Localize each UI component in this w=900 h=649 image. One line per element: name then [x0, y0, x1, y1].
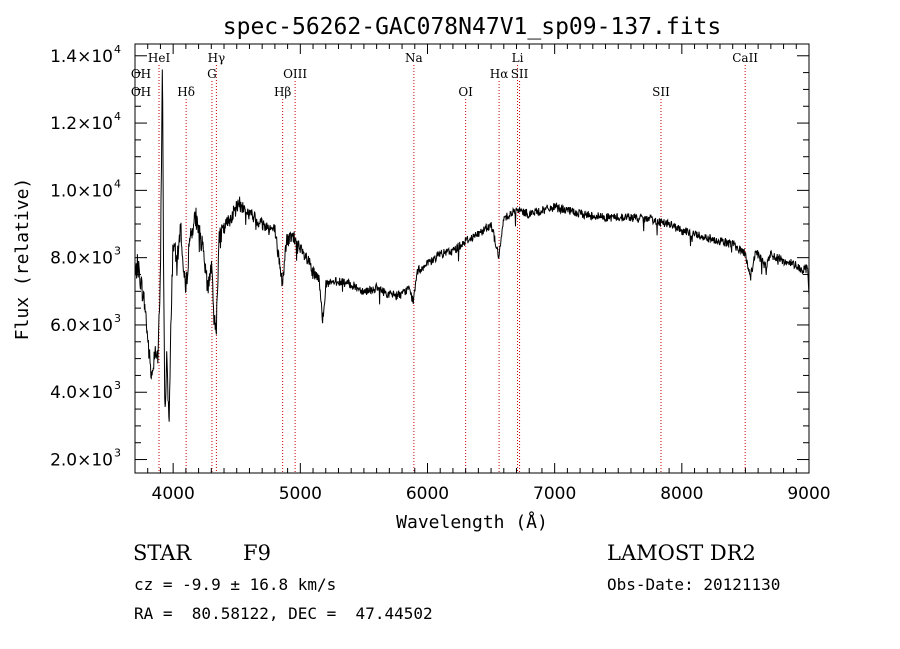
y-tick-exponent: 3 [114, 245, 121, 258]
y-tick-exponent: 4 [114, 43, 121, 56]
y-tick-label: 6.0×10 [50, 316, 113, 336]
y-tick-exponent: 3 [114, 379, 121, 392]
spectrum-line [134, 69, 810, 422]
line-marker-label: Hδ [177, 85, 195, 99]
y-tick-label: 2.0×10 [50, 451, 113, 471]
y-tick-label: 1.0×10 [50, 181, 113, 201]
line-marker-label: G [207, 67, 217, 81]
x-tick-label: 4000 [152, 484, 195, 504]
line-marker-label: Hβ [274, 85, 291, 99]
line-marker-label: OH [131, 67, 151, 81]
line-marker-label: CaII [732, 51, 758, 65]
y-tick-exponent: 4 [114, 110, 121, 123]
plot-frame [134, 43, 810, 474]
x-tick-label: 8000 [660, 484, 703, 504]
x-tick-label: 9000 [787, 484, 830, 504]
y-tick-exponent: 3 [114, 312, 121, 325]
y-tick-label: 8.0×10 [50, 249, 113, 269]
redshift-text: cz = -9.9 ± 16.8 km/s [134, 575, 336, 594]
line-marker-label: OI [458, 85, 473, 99]
x-tick-label: 6000 [406, 484, 449, 504]
obs-date: Obs-Date: 20121130 [607, 575, 780, 594]
line-marker-label: SII [511, 67, 529, 81]
chart-title: spec-56262-GAC078N47V1_sp09-137.fits [223, 14, 722, 40]
y-axis-label: Flux (relative) [12, 178, 33, 341]
line-marker-label: Na [405, 51, 423, 65]
object-class: STAR [133, 541, 192, 565]
line-marker-label: OH [131, 85, 151, 99]
line-marker-label: SII [652, 85, 670, 99]
line-marker-label: Li [512, 51, 524, 65]
line-marker-label: Hγ [208, 51, 226, 65]
line-marker-label: HeI [148, 51, 171, 65]
y-tick-label: 1.2×10 [50, 114, 113, 134]
x-axis: 4000 5000 6000 7000 8000 9000 [147, 44, 831, 504]
line-marker-label: OIII [283, 67, 307, 81]
x-tick-label: 5000 [279, 484, 322, 504]
y-tick-exponent: 4 [114, 177, 121, 190]
coordinates-text: RA = 80.58122, DEC = 47.44502 [134, 604, 433, 623]
y-tick-label: 1.4×10 [50, 47, 113, 67]
y-tick-label: 4.0×10 [50, 383, 113, 403]
y-tick-exponent: 3 [114, 447, 121, 460]
y-axis: 2.0×10 34.0×10 36.0×10 38.0×10 31.0×10 41.2×1… [50, 43, 809, 471]
line-marker-label: Hα [490, 67, 509, 81]
x-tick-label: 7000 [533, 484, 576, 504]
x-axis-label: Wavelength (Å) [396, 511, 548, 533]
survey-name: LAMOST DR2 [607, 541, 756, 565]
object-subclass: F9 [243, 541, 271, 565]
